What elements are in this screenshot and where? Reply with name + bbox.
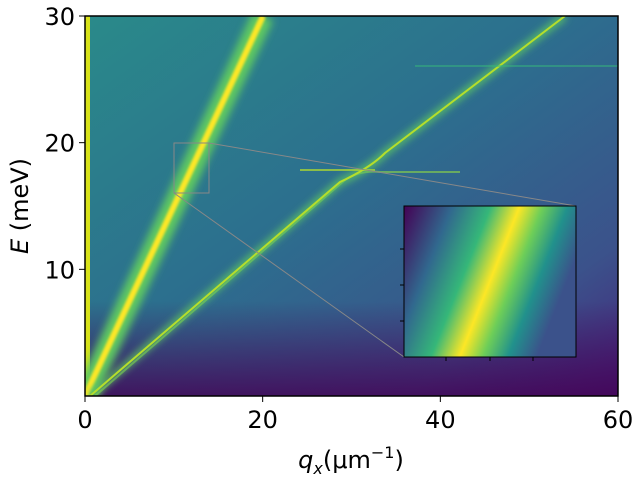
x-axis-label-part: ) — [394, 446, 403, 474]
y-tick-label: 30 — [44, 3, 75, 31]
y-tick-label: 20 — [44, 130, 75, 158]
connector — [173, 192, 405, 358]
x-axis-label-part: x — [312, 459, 323, 478]
y-axis-label: E (meV) — [6, 158, 34, 254]
y-axis-label-part: E — [6, 238, 34, 254]
x-axis-label-part: q — [298, 446, 313, 474]
y-tick-label: 10 — [44, 256, 75, 284]
x-axis-label: qx(μm−1) — [298, 443, 404, 478]
connector — [208, 142, 577, 207]
x-tick-label: 60 — [603, 406, 634, 434]
plot-frame — [84, 15, 619, 397]
x-tick-label: 0 — [77, 406, 92, 434]
inset — [400, 205, 577, 361]
x-axis-label-part: (μm — [323, 446, 371, 474]
x-tick-label: 20 — [247, 406, 278, 434]
x-tick-label: 40 — [425, 406, 456, 434]
y-axis-label-part: (meV) — [6, 158, 34, 239]
x-axis-label-part: −1 — [371, 443, 395, 462]
zoom-box — [173, 142, 210, 194]
